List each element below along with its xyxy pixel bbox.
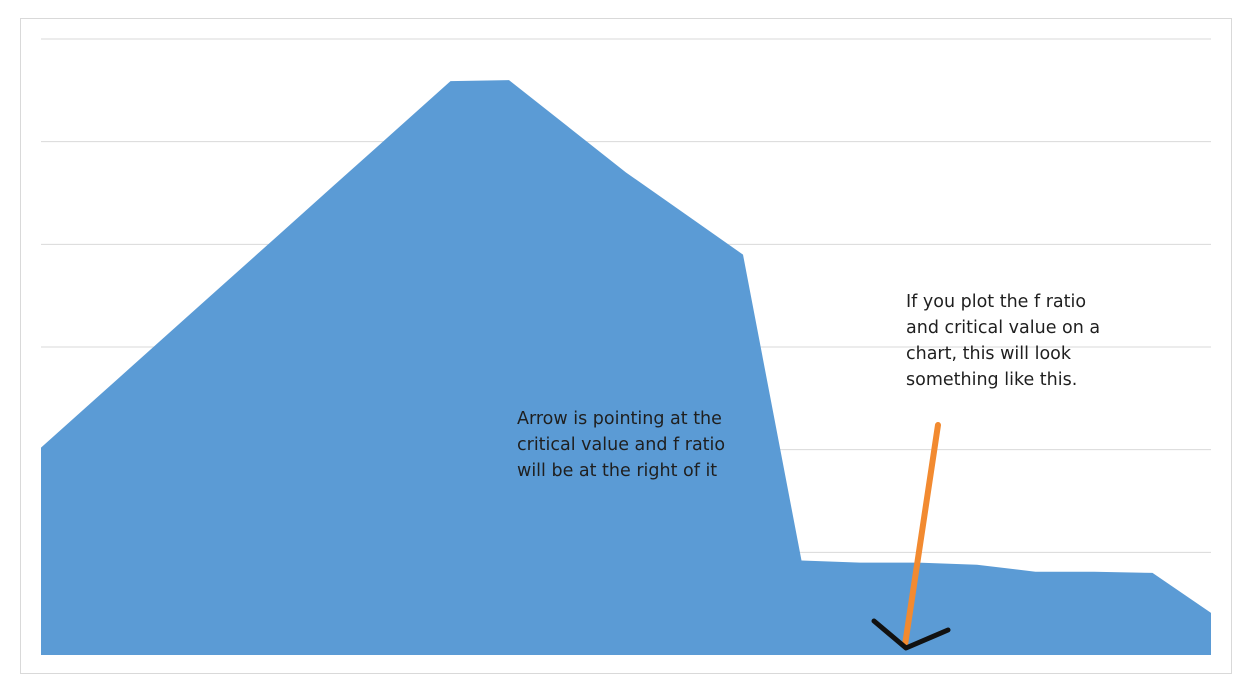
annotation-center: Arrow is pointing at the critical value …: [517, 409, 726, 481]
annotation-right: If you plot the f ratio and critical val…: [906, 292, 1101, 390]
arrowhead-mark: [871, 618, 951, 651]
annotation-overlay: [871, 422, 951, 651]
orange-pointer-line: [902, 422, 941, 648]
area-series: [41, 80, 1211, 656]
